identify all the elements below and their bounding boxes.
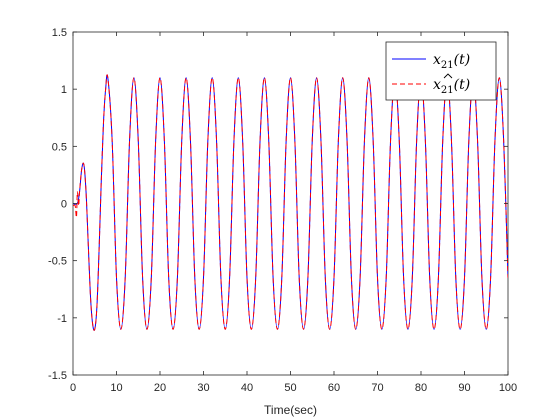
x-axis-title: Time(sec) xyxy=(264,403,317,417)
legend-box xyxy=(385,41,497,101)
y-tick-label: 0.5 xyxy=(52,141,67,153)
legend-label-main: x xyxy=(433,77,441,93)
series-line-x21-hat xyxy=(73,74,508,331)
legend-label-tail: (t) xyxy=(454,77,471,93)
x-tick-label: 50 xyxy=(284,382,296,394)
hat-accent-icon xyxy=(443,73,453,79)
x-tick-label: 30 xyxy=(197,382,209,394)
y-tick-label: -1 xyxy=(57,313,67,325)
x-tick-label: 0 xyxy=(70,382,76,394)
x-tick-label: 80 xyxy=(415,382,427,394)
y-tick-label: -1.5 xyxy=(48,370,67,382)
series-layer xyxy=(73,74,508,331)
x-tick-label: 10 xyxy=(110,382,122,394)
y-tick-label: -0.5 xyxy=(48,256,67,268)
legend-label-x21-hat: x21(t) xyxy=(433,77,470,96)
y-tick-label: 1 xyxy=(61,84,67,96)
legend-label-main: x xyxy=(433,52,441,68)
x-tick-label: 20 xyxy=(154,382,166,394)
x-tick-label: 70 xyxy=(371,382,383,394)
y-tick-label: 1.5 xyxy=(52,27,67,39)
legend-label-subscript: 21 xyxy=(441,85,454,96)
x-tick-label: 60 xyxy=(328,382,340,394)
x-tick-label: 90 xyxy=(458,382,470,394)
x-tick-label: 100 xyxy=(499,382,517,394)
ticks-layer: 0 10 20 30 40 50 60 70 80 90 100 -1.5 -1 -0.5 0 0.5 1 1.5 xyxy=(48,27,517,394)
legend-label-x21: x21(t) xyxy=(433,52,470,71)
legend: x21(t)x21(t) xyxy=(385,41,497,101)
x-tick-label: 40 xyxy=(241,382,253,394)
legend-label-subscript: 21 xyxy=(441,60,454,71)
y-tick-label: 0 xyxy=(61,199,67,211)
legend-label-tail: (t) xyxy=(454,52,471,68)
